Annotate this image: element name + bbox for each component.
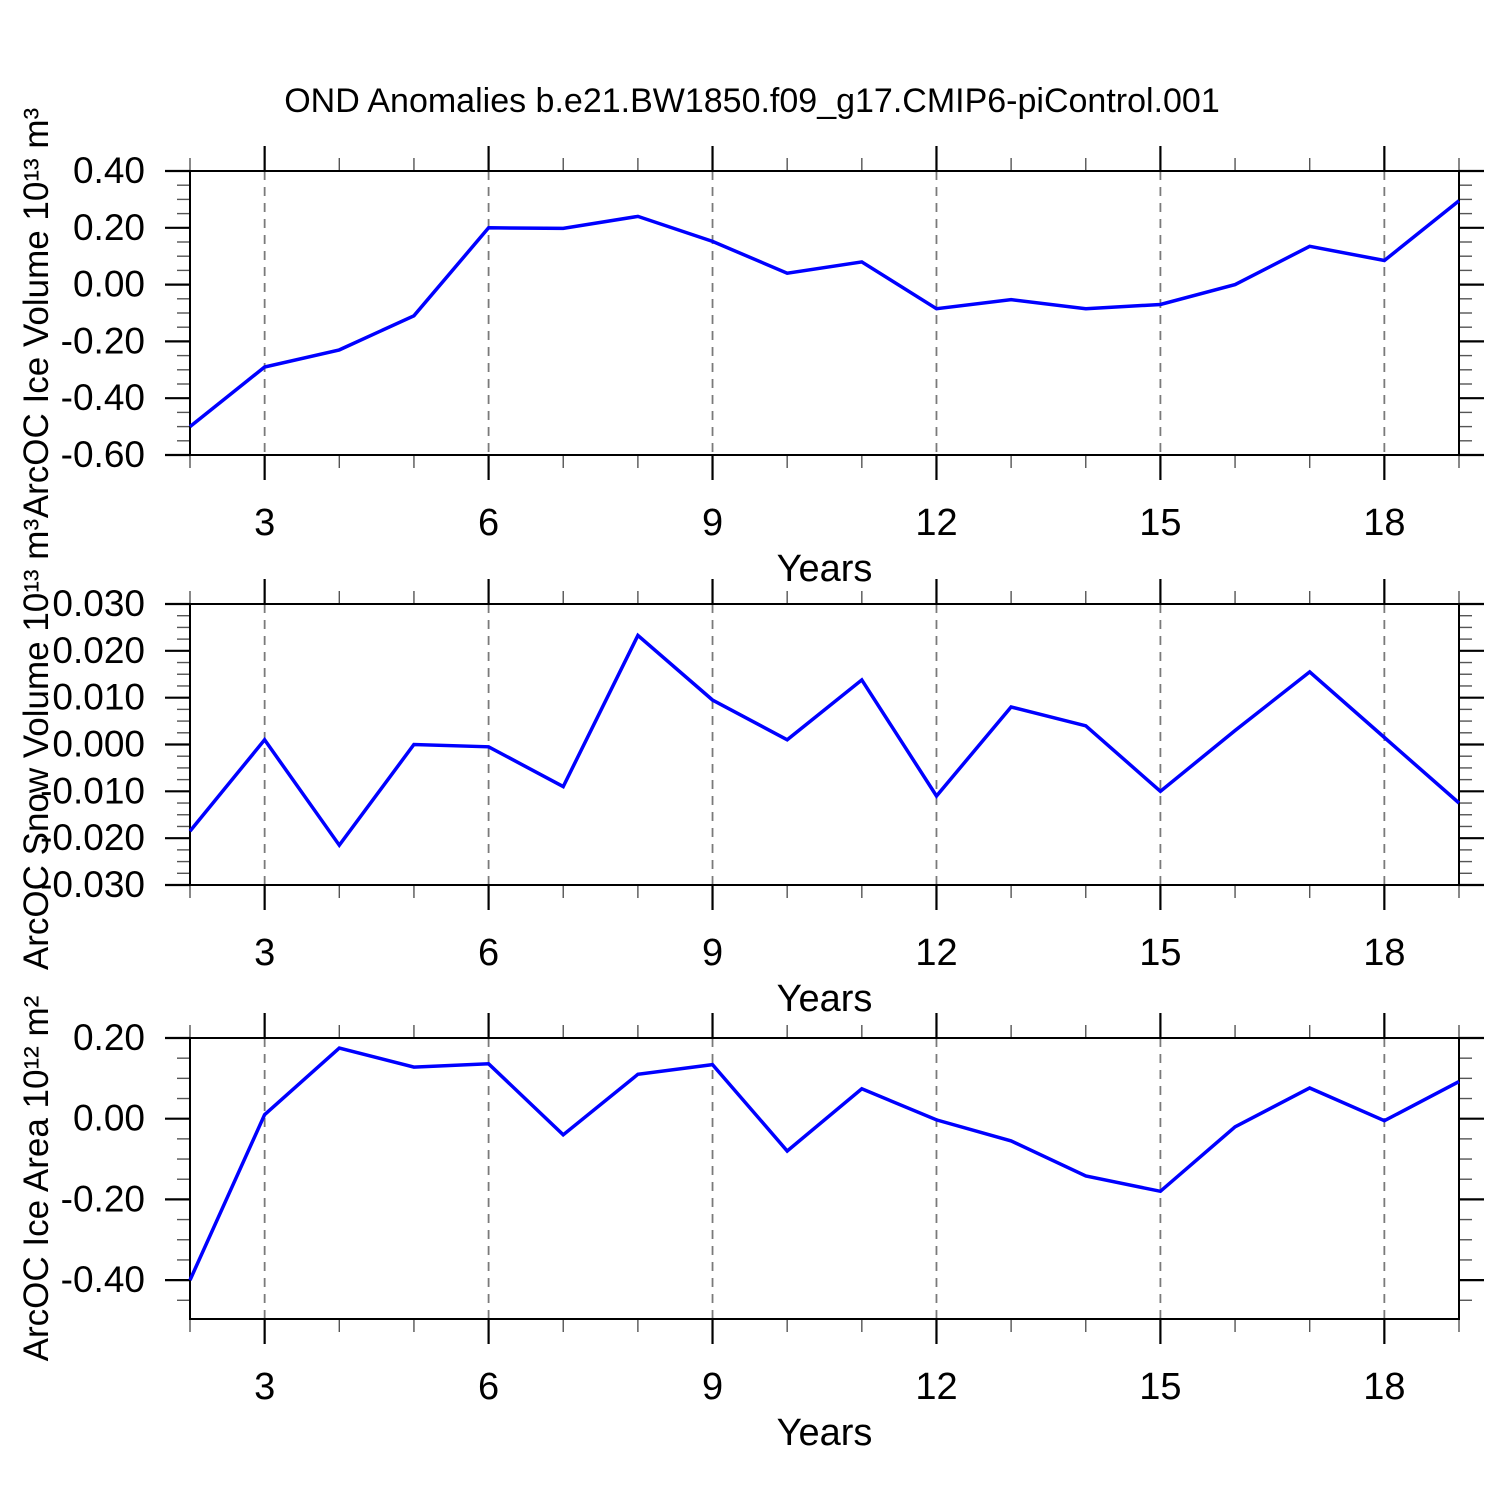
chart-title: OND Anomalies b.e21.BW1850.f09_g17.CMIP6… <box>284 82 1220 120</box>
y-tick-label: -0.20 <box>61 320 145 361</box>
x-axis-title: Years <box>777 1412 873 1454</box>
data-line <box>188 199 1461 428</box>
y-tick-label: -0.020 <box>40 817 145 858</box>
x-tick-label: 6 <box>478 502 499 544</box>
y-tick-label: 0.00 <box>73 1098 145 1139</box>
y-tick-label: -0.030 <box>40 864 145 905</box>
x-tick-label: 9 <box>702 1366 723 1408</box>
plot-box <box>189 603 1460 886</box>
y-tick-label: -0.40 <box>61 1259 145 1300</box>
y-tick-label: -0.60 <box>61 434 145 475</box>
x-tick-label: 9 <box>702 502 723 544</box>
x-tick-label: 3 <box>254 1366 275 1408</box>
y-tick-label: 0.030 <box>52 583 145 624</box>
x-tick-label: 18 <box>1363 932 1405 974</box>
x-tick-label: 6 <box>478 932 499 974</box>
y-tick-label: -0.010 <box>40 770 145 811</box>
x-tick-label: 15 <box>1139 932 1181 974</box>
x-tick-label: 12 <box>915 932 957 974</box>
y-tick-label: 0.010 <box>52 677 145 718</box>
x-tick-label: 3 <box>254 502 275 544</box>
x-tick-label: 18 <box>1363 502 1405 544</box>
y-tick-label: 0.020 <box>52 630 145 671</box>
x-tick-label: 18 <box>1363 1366 1405 1408</box>
plot-box <box>189 1037 1460 1320</box>
panel-ice-volume: 3 6 9 12 15 18 0.40 0.20 0.00 -0.20 -0.40 -0.60 Year… <box>17 108 1484 590</box>
x-axis-title: Years <box>777 978 873 1020</box>
panel-ice-area: 3 6 9 12 15 18 0.20 0.00 -0.20 -0.40 Years ArcOC Ic… <box>17 996 1484 1454</box>
x-tick-label: 9 <box>702 932 723 974</box>
x-tick-label: 12 <box>915 502 957 544</box>
data-line <box>188 632 1461 849</box>
y-tick-label: -0.40 <box>61 377 145 418</box>
y-tick-label: -0.20 <box>61 1178 145 1219</box>
y-axis-title: ArcOC Ice Area 10¹² m² <box>17 996 56 1362</box>
x-tick-label: 3 <box>254 932 275 974</box>
x-tick-label: 6 <box>478 1366 499 1408</box>
y-tick-label: 0.20 <box>73 1017 145 1058</box>
panel-snow-volume: 3 6 9 12 15 18 0.030 0.020 0.010 0.000 -0.010 -0.02… <box>17 519 1484 1020</box>
y-axis-title: ArcOC Snow Volume 10¹³ m³ <box>17 519 56 970</box>
x-axis-title: Years <box>777 548 873 590</box>
y-tick-label: 0.000 <box>52 724 145 765</box>
data-line <box>188 1046 1460 1281</box>
y-tick-label: 0.20 <box>73 207 145 248</box>
y-tick-label: 0.00 <box>73 264 145 305</box>
plot-box <box>189 170 1460 456</box>
y-axis-title: ArcOC Ice Volume 10¹³ m³ <box>17 108 56 518</box>
x-tick-label: 15 <box>1139 1366 1181 1408</box>
x-tick-label: 15 <box>1139 502 1181 544</box>
y-tick-label: 0.40 <box>73 150 145 191</box>
x-tick-label: 12 <box>915 1366 957 1408</box>
